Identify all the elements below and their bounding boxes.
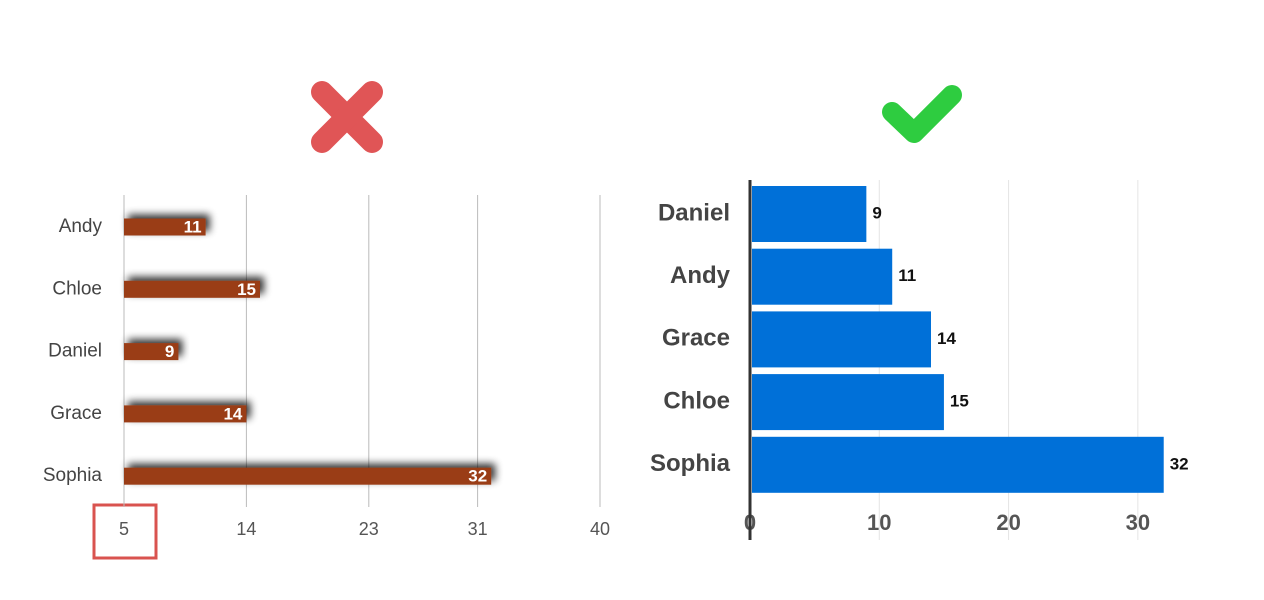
x-tick-label: 5 [119,519,129,539]
bar [752,374,944,431]
y-tick-label: Daniel [658,199,730,226]
bar [752,186,867,242]
y-tick-label: Grace [50,403,102,424]
value-label: 14 [937,329,956,348]
x-tick-label: 10 [867,510,891,535]
value-label: 11 [184,217,202,236]
charts: 5 14 23 31 40 Andy 11 Chloe 15 Daniel 9 Grace 14 Soph… [43,180,1189,540]
x-tick-label: 30 [1126,510,1150,535]
value-label: 32 [468,467,487,486]
x-tick-label: 31 [468,519,488,539]
value-label: 32 [1170,454,1189,473]
bar [124,280,260,298]
value-label: 9 [165,342,174,361]
bar [124,467,492,485]
x-tick-label: 14 [236,519,256,539]
cross-icon [311,81,383,153]
x-tick-label: 23 [359,519,379,539]
bar [752,436,1164,493]
y-tick-label: Andy [670,262,731,289]
bar [752,311,931,368]
y-tick-label: Andy [59,216,103,237]
bar [752,248,893,305]
y-tick-label: Sophia [43,465,103,486]
y-tick-label: Daniel [48,341,102,362]
value-label: 15 [237,280,256,299]
bar [124,405,247,423]
bar [124,343,179,361]
value-label: 15 [950,392,969,411]
value-label: 14 [223,404,242,423]
value-label: 9 [872,203,881,222]
y-tick-label: Sophia [650,450,731,477]
tick-highlight [92,503,158,560]
y-tick-label: Chloe [663,387,730,414]
x-tick-label: 20 [996,510,1020,535]
y-tick-label: Chloe [52,278,102,299]
check-icon [882,85,962,143]
x-tick-label: 40 [590,519,610,539]
y-tick-label: Grace [662,325,730,352]
bar [124,218,206,236]
value-label: 11 [898,266,916,285]
